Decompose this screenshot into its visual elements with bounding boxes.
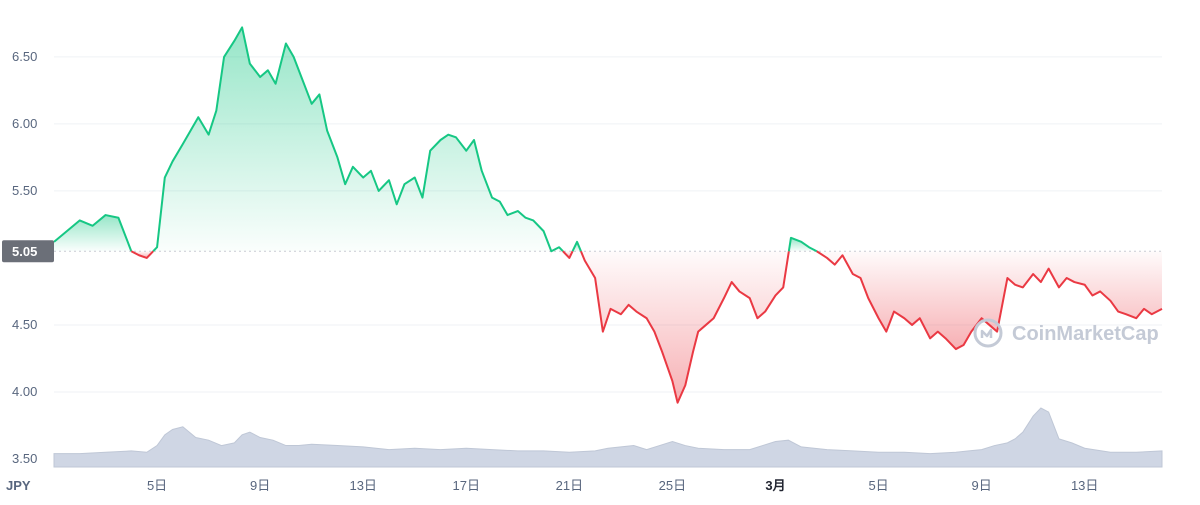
price-line-up-segment (53, 214, 133, 252)
y-axis: 3.50 4.00 4.50 5.50 6.00 6.50 5.05 (2, 49, 54, 466)
x-tick-label: 5日 (868, 478, 888, 493)
x-tick-label: 17日 (453, 478, 480, 493)
price-line (53, 26, 1163, 404)
x-tick-label: 3月 (765, 478, 785, 493)
price-line-up-segment (152, 26, 564, 253)
baseline-label-background (2, 240, 54, 263)
x-tick-label: 25日 (659, 478, 686, 493)
price-fill-below-baseline (580, 251, 789, 403)
y-tick-label: 4.50 (12, 317, 37, 332)
price-line-down-segment (816, 250, 1163, 351)
volume-area-shape (53, 407, 1163, 468)
price-fill-above-baseline (54, 215, 132, 252)
x-axis: JPY 5日 9日 13日 17日 21日 25日 3月 5日 9日 13日 (6, 478, 1098, 493)
price-line-down-segment (562, 250, 574, 259)
x-tick-label: 13日 (349, 478, 376, 493)
y-tick-label: 4.00 (12, 384, 37, 399)
watermark-text: CoinMarketCap (1012, 323, 1159, 345)
x-tick-label: 21日 (556, 478, 583, 493)
y-tick-label: 3.50 (12, 451, 37, 466)
x-tick-label: 13日 (1071, 478, 1098, 493)
watermark: CoinMarketCap (973, 318, 1159, 348)
currency-unit-label: JPY (6, 478, 31, 493)
price-line-up-segment (787, 236, 818, 253)
y-tick-label: 6.00 (12, 116, 37, 131)
y-tick-label: 6.50 (12, 49, 37, 64)
baseline-label: 5.05 (12, 244, 37, 259)
y-tick-label: 5.50 (12, 183, 37, 198)
price-line-down-segment (130, 250, 154, 259)
x-tick-label: 9日 (250, 478, 270, 493)
x-tick-label: 9日 (972, 478, 992, 493)
x-tick-label: 5日 (147, 478, 167, 493)
coinmarketcap-logo-icon (973, 318, 1003, 348)
price-line-up-segment (571, 240, 582, 252)
price-fill-above-baseline (153, 27, 563, 252)
price-line-down-segment (580, 250, 790, 404)
price-fill-below-baseline (816, 251, 1162, 350)
volume-area (53, 407, 1163, 468)
